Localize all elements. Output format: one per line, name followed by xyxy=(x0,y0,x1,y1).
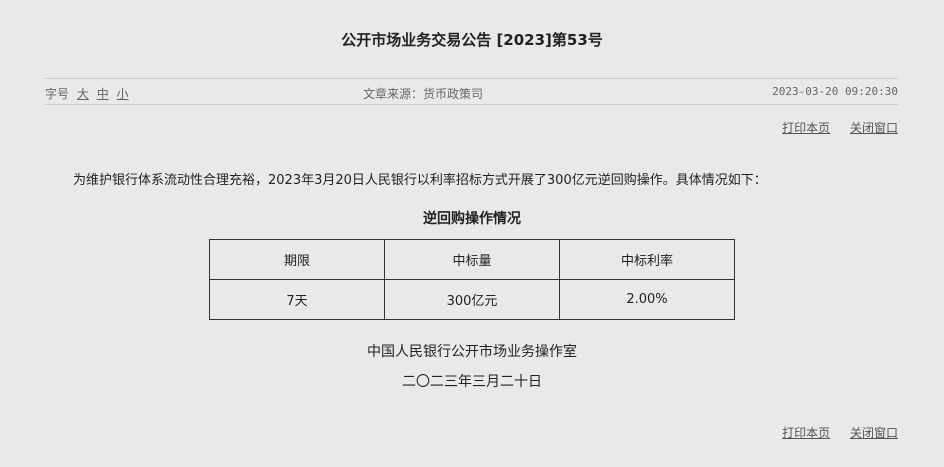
table-header-row: 期限 中标量 中标利率 xyxy=(209,239,735,280)
font-size-small[interactable]: 小 xyxy=(116,87,129,101)
publish-time: 2023-03-20 09:20:30 xyxy=(772,85,898,98)
print-link[interactable]: 打印本页 xyxy=(782,121,831,135)
meta-bar: 字号 大 中 小 文章来源：货币政策司 2023-03-20 09:20:30 xyxy=(45,78,898,105)
header-rate: 中标利率 xyxy=(559,239,735,280)
cell-volume: 300亿元 xyxy=(384,279,560,320)
close-window-link-bottom[interactable]: 关闭窗口 xyxy=(849,426,898,440)
print-link-bottom[interactable]: 打印本页 xyxy=(782,426,831,440)
cell-term: 7天 xyxy=(209,279,385,320)
signature-date: 二〇二三年三月二十日 xyxy=(402,374,542,390)
header-term: 期限 xyxy=(209,239,385,280)
bottom-links: 打印本页 关闭窗口 xyxy=(766,424,898,441)
close-window-link[interactable]: 关闭窗口 xyxy=(849,121,898,135)
signature-org: 中国人民银行公开市场业务操作室 xyxy=(367,344,577,360)
page-title: 公开市场业务交易公告 [2023]第53号 xyxy=(341,31,603,49)
table-row: 7天 300亿元 2.00% xyxy=(209,279,735,320)
top-links: 打印本页 关闭窗口 xyxy=(766,119,898,136)
font-size-medium[interactable]: 中 xyxy=(96,87,109,101)
font-size-label: 字号 xyxy=(45,87,70,101)
operation-table: 期限 中标量 中标利率 7天 300亿元 2.00% xyxy=(209,239,735,320)
cell-rate: 2.00% xyxy=(559,279,735,320)
table-title: 逆回购操作情况 xyxy=(423,211,521,227)
header-volume: 中标量 xyxy=(384,239,560,280)
article-source: 文章来源：货币政策司 xyxy=(363,87,484,101)
font-size-large[interactable]: 大 xyxy=(76,87,89,101)
font-size-selector: 字号 大 中 小 xyxy=(45,85,129,102)
announcement-paragraph: 为维护银行体系流动性合理充裕，2023年3月20日人民银行以利率招标方式开展了3… xyxy=(73,173,767,188)
